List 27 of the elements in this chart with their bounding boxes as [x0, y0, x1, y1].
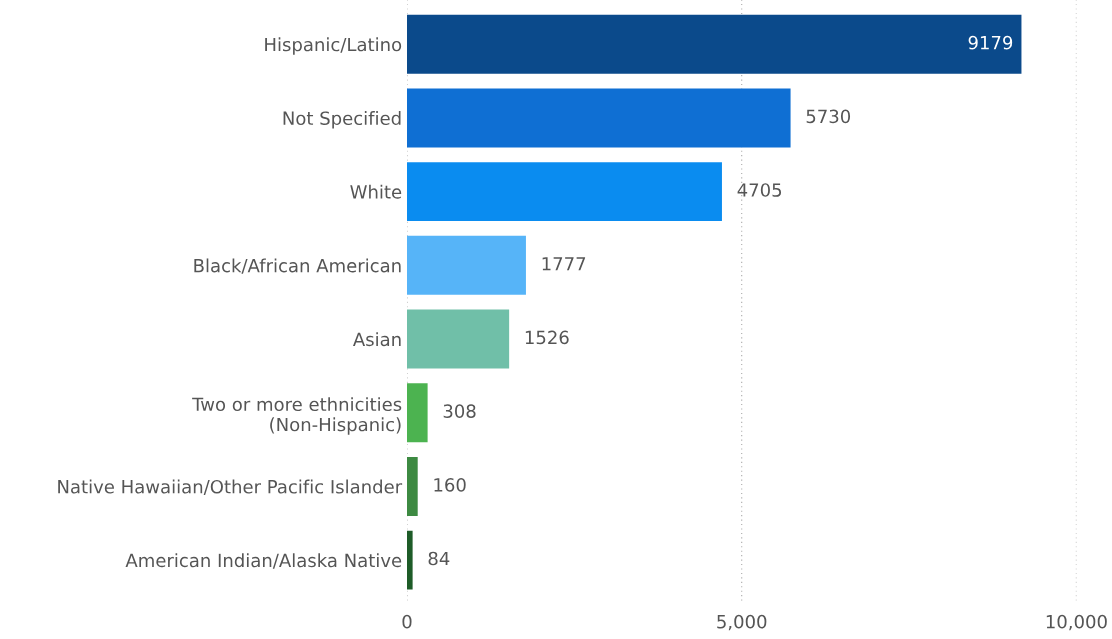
y-tick-label: Asian: [352, 332, 401, 347]
bar: [406, 530, 413, 590]
bar: [406, 456, 418, 516]
bar: [406, 309, 510, 369]
data-label: 1777: [542, 257, 586, 271]
y-tick-label: Black/African American: [194, 258, 401, 274]
y-tick-label: Two or more ethnicities (Non-Hispanic): [192, 397, 402, 435]
bar: [406, 88, 791, 148]
y-tick-label: Hispanic/Latino: [265, 37, 402, 55]
data-label: 4705: [737, 183, 782, 197]
y-tick-label: Not Specified: [283, 111, 401, 129]
data-label: 9179: [968, 35, 1013, 50]
x-tick-label: 0: [402, 614, 412, 629]
data-label: 308: [443, 404, 476, 418]
data-label: 1526: [525, 330, 569, 345]
data-label: 160: [434, 478, 466, 492]
bar: [406, 383, 428, 443]
bar: [406, 162, 722, 222]
y-tick-label: White: [350, 184, 402, 199]
bar: [406, 14, 1022, 74]
data-label: 5730: [806, 109, 851, 124]
x-tick-label: 10,000: [1046, 614, 1107, 631]
data-label: 84: [428, 551, 450, 566]
y-tick-label: American Indian/Alaska Native: [125, 553, 402, 569]
bar: [406, 235, 526, 295]
y-tick-label: Native Hawaiian/Other Pacific Islander: [58, 479, 403, 495]
x-tick-label: 5,000: [717, 614, 767, 631]
